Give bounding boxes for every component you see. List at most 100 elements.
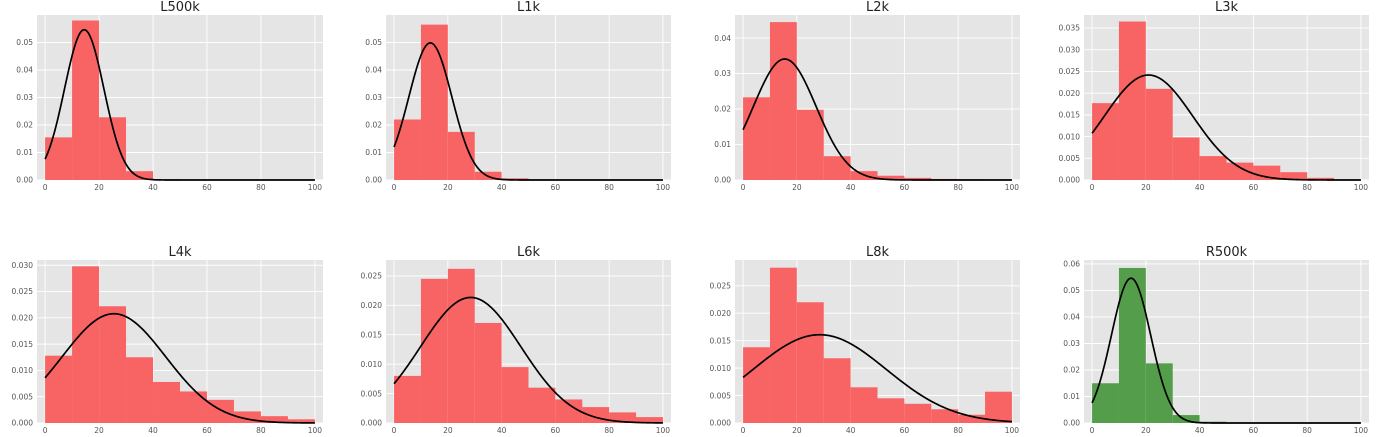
x-tick-label: 80 xyxy=(1302,426,1312,435)
histogram-bar xyxy=(394,119,421,180)
x-tick-label: 80 xyxy=(1302,183,1312,192)
y-tick-label: 0.025 xyxy=(710,281,732,290)
x-tick-label: 20 xyxy=(443,183,453,192)
y-tick-label: 0.030 xyxy=(1059,45,1081,54)
x-tick-label: 20 xyxy=(792,183,802,192)
y-tick-label: 0.05 xyxy=(16,38,33,47)
y-tick-label: 0.025 xyxy=(12,287,34,296)
histogram-bar xyxy=(447,268,475,423)
histogram-bar xyxy=(72,266,100,423)
x-tick-label: 100 xyxy=(1354,426,1369,435)
histogram-bar xyxy=(877,175,905,180)
x-tick-label: 0 xyxy=(741,426,746,435)
y-tick-label: 0.000 xyxy=(1059,176,1081,185)
y-tick-label: 0.02 xyxy=(365,121,382,130)
histogram-bar xyxy=(233,411,261,423)
y-tick-label: 0.025 xyxy=(361,272,383,281)
x-tick-label: 100 xyxy=(1354,183,1369,192)
x-tick-label: 40 xyxy=(846,183,856,192)
x-tick-label: 60 xyxy=(202,426,212,435)
x-tick-label: 20 xyxy=(94,183,104,192)
x-tick-label: 0 xyxy=(1090,183,1095,192)
histogram-bar xyxy=(1092,103,1119,180)
x-tick-label: 60 xyxy=(551,426,561,435)
histogram-bar xyxy=(474,322,502,423)
y-tick-label: 0.000 xyxy=(12,419,34,428)
y-tick-label: 0.01 xyxy=(16,148,33,157)
chart-panel: 0 20 40 60 80 100 0.000 0.005 0.010 0.015 0.020 0.0… xyxy=(361,245,671,435)
chart-title: L4k xyxy=(168,245,192,260)
x-tick-label: 40 xyxy=(1195,426,1205,435)
x-tick-label: 40 xyxy=(1195,183,1205,192)
histogram-bar xyxy=(420,278,448,423)
y-tick-label: 0.005 xyxy=(1059,154,1081,163)
y-tick-label: 0.00 xyxy=(16,176,33,185)
y-tick-label: 0.00 xyxy=(1063,419,1080,428)
x-tick-label: 80 xyxy=(953,426,963,435)
histogram-bar xyxy=(796,109,824,180)
y-tick-label: 0.02 xyxy=(16,121,33,130)
chart-panel: 0 20 40 60 80 100 0.000 0.005 0.010 0.015 0.020 0.0… xyxy=(1059,0,1369,192)
histogram-bar xyxy=(985,391,1012,423)
x-tick-label: 20 xyxy=(1141,183,1151,192)
histogram-bar xyxy=(501,367,529,423)
histogram-bar xyxy=(555,399,583,423)
y-tick-label: 0.020 xyxy=(1059,89,1081,98)
x-tick-label: 40 xyxy=(497,183,507,192)
histogram-bar xyxy=(743,97,770,180)
histogram-bar xyxy=(260,416,288,423)
x-tick-label: 60 xyxy=(900,183,910,192)
y-tick-label: 0.015 xyxy=(710,336,732,345)
histogram-bar xyxy=(394,375,421,423)
y-tick-label: 0.06 xyxy=(1063,260,1080,269)
y-tick-label: 0.03 xyxy=(714,69,731,78)
histogram-bar xyxy=(528,387,556,423)
x-tick-label: 40 xyxy=(148,426,158,435)
y-tick-label: 0.020 xyxy=(361,301,383,310)
histogram-bar xyxy=(877,398,905,423)
y-tick-label: 0.005 xyxy=(12,392,34,401)
y-tick-label: 0.010 xyxy=(12,366,34,375)
y-tick-label: 0.010 xyxy=(1059,132,1081,141)
y-tick-label: 0.03 xyxy=(365,93,382,102)
y-tick-label: 0.035 xyxy=(1059,24,1081,33)
histogram-bar xyxy=(126,357,154,423)
y-tick-label: 0.01 xyxy=(1063,392,1080,401)
histogram-bar xyxy=(1118,21,1146,181)
histogram-bar xyxy=(420,24,448,180)
histogram-bar xyxy=(609,412,637,423)
density-curve xyxy=(742,58,1012,181)
y-tick-label: 0.05 xyxy=(365,38,382,47)
x-tick-label: 20 xyxy=(443,426,453,435)
y-tick-label: 0.04 xyxy=(1063,313,1080,322)
histogram-bar xyxy=(958,414,986,423)
y-tick-label: 0.005 xyxy=(361,389,383,398)
x-tick-label: 60 xyxy=(1249,426,1259,435)
x-tick-label: 80 xyxy=(256,426,266,435)
x-tick-label: 60 xyxy=(202,183,212,192)
histogram-bar xyxy=(287,419,315,423)
histogram-bar xyxy=(99,306,127,423)
y-tick-label: 0.005 xyxy=(710,391,732,400)
y-tick-label: 0.02 xyxy=(1063,366,1080,375)
x-tick-label: 40 xyxy=(846,426,856,435)
density-curve xyxy=(393,41,663,181)
x-tick-label: 100 xyxy=(308,426,323,435)
y-tick-label: 0.02 xyxy=(714,105,731,114)
x-tick-label: 100 xyxy=(656,183,671,192)
x-tick-label: 80 xyxy=(604,426,614,435)
chart-panel: 0 20 40 60 80 100 0.00 0.01 0.02 0.03 0.04 L2k xyxy=(714,0,1020,192)
y-tick-label: 0.00 xyxy=(365,176,382,185)
x-tick-label: 100 xyxy=(1005,183,1020,192)
x-tick-label: 0 xyxy=(392,426,397,435)
y-tick-label: 0.020 xyxy=(710,309,732,318)
x-tick-label: 100 xyxy=(656,426,671,435)
histogram-bar xyxy=(180,391,207,423)
histogram-bar xyxy=(904,403,932,423)
histogram-bar xyxy=(904,177,932,180)
y-tick-label: 0.010 xyxy=(710,364,732,373)
density-curve xyxy=(44,28,315,181)
chart-panel: 0 20 40 60 80 100 0.00 0.01 0.02 0.03 0.04 0.05 L1k xyxy=(365,0,671,192)
x-tick-label: 80 xyxy=(256,183,266,192)
histogram-bar xyxy=(1226,162,1254,180)
